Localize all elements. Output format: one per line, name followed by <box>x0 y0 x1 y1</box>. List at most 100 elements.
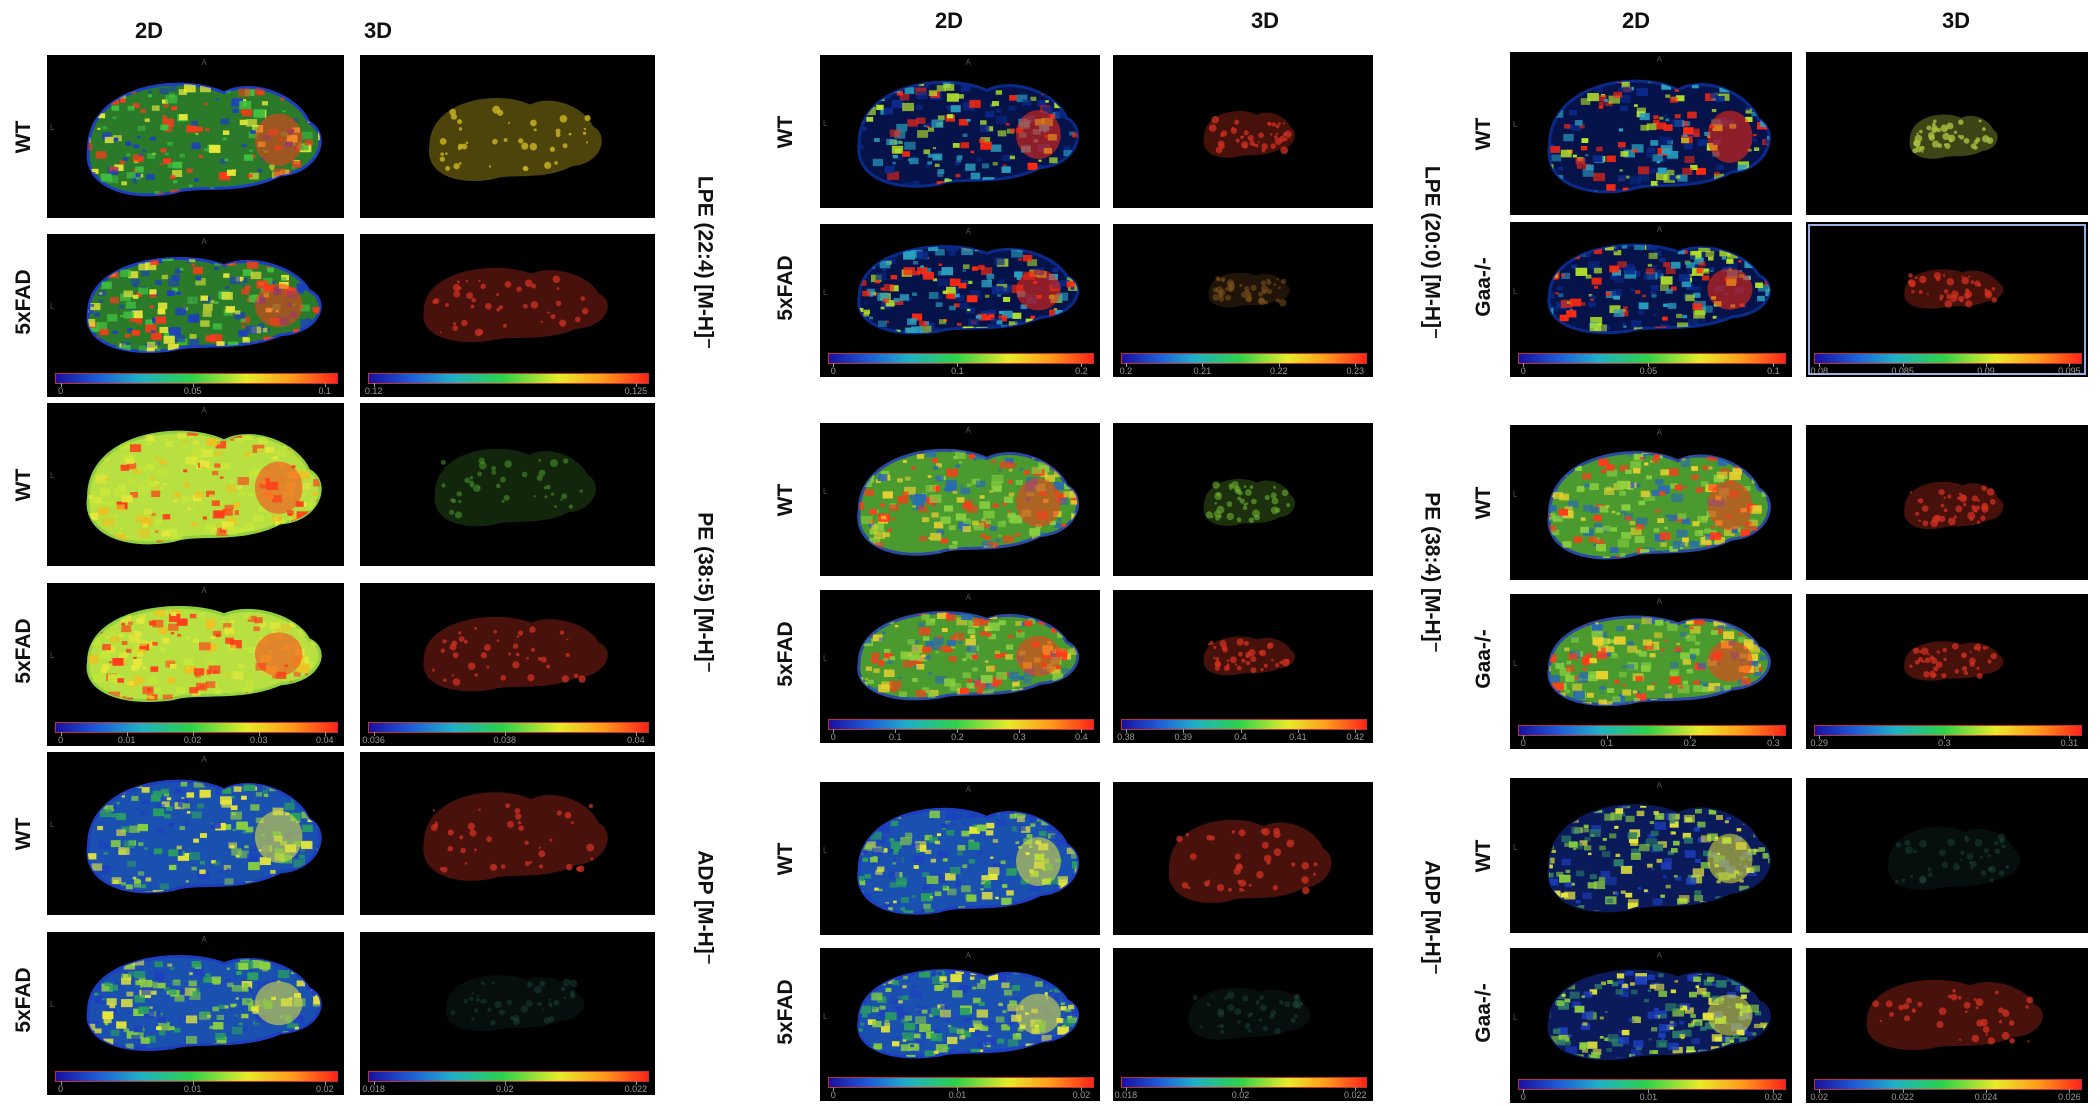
g2-r5-2d-colorbar-tickmark <box>1523 1089 1525 1093</box>
g1-r1-3d-colorbar-tickmark <box>1355 363 1357 367</box>
g0-r3-2d-colorbar-tick-label: 0.03 <box>249 735 268 745</box>
g1-r5-3d-colorbar-tickmark <box>1125 1087 1127 1091</box>
g0-r1-3d-panel: 0.12 0.125 <box>360 234 655 397</box>
g0-molecule-label-pe: PE (38:5) [M-H]⁻ <box>693 512 717 673</box>
g0-r5-3d-colorbar-tickmark <box>635 1081 637 1085</box>
g2-r3-2d-colorbar-tickmark <box>1523 735 1525 739</box>
g1-r1-2d-orientation-a: A <box>965 227 971 236</box>
g0-r1-3d-colorbar-tick-label: 0.12 <box>364 386 383 396</box>
g2-r5-genotype-label: Gaa-/- <box>1472 983 1495 1043</box>
g0-r3-3d-volume-shape <box>423 616 608 692</box>
g1-r5-3d-colorbar-tickmark <box>1240 1087 1242 1091</box>
g0-r5-3d-colorbar <box>368 1071 649 1082</box>
g2-r1-3d-volume-render <box>1904 269 2004 309</box>
g2-r0-genotype-label: WT <box>1472 117 1495 150</box>
g2-r3-3d-colorbar-tickmark <box>1944 735 1946 739</box>
g2-r1-2d-colorbar-tickmark <box>1773 363 1775 367</box>
g1-r4-2d-orientation-a: A <box>965 785 971 794</box>
g0-r0-2d-intensity-pixels <box>88 84 321 195</box>
g0-r2-2d-orientation-l: L <box>50 471 55 481</box>
g2-r3-2d-colorbar-tick-label: 0 <box>1520 738 1526 748</box>
g0-r3-genotype-label: 5xFAD <box>12 618 35 685</box>
g1-r3-2d-colorbar <box>828 719 1094 730</box>
g2-molecule-label-lpe: LPE (20:0) [M-H]⁻ <box>1420 165 1444 340</box>
g2-r3-3d-volume-render <box>1904 641 2004 681</box>
g2-r1-3d-colorbar-tick-label: 0.085 <box>1891 366 1914 376</box>
g1-r5-3d-colorbar-tickmark <box>1355 1087 1357 1091</box>
g2-r3-3d-colorbar-tickmark <box>2069 735 2071 739</box>
g0-r2-2d-orientation-a: A <box>201 406 207 415</box>
g1-r5-2d-orientation-l: L <box>823 1012 828 1022</box>
g1-r5-3d-colorbar <box>1121 1077 1367 1088</box>
g1-r5-3d-colorbar-tick-label: 0.018 <box>1114 1090 1138 1100</box>
g2-col-2d-header: 2D <box>1621 8 1651 33</box>
g0-r4-2d-orientation-l: L <box>50 820 55 830</box>
g2-r1-3d-colorbar-tickmark <box>1986 363 1987 367</box>
g0-r5-2d-orientation-a: A <box>201 935 207 944</box>
g2-r3-3d-colorbar-tick-label: 0.3 <box>1938 738 1951 748</box>
g2-r2-3d-volume-shape <box>1904 481 2004 530</box>
g1-r2-genotype-label: WT <box>774 483 797 516</box>
g0-r0-3d-volume-shape <box>428 98 602 182</box>
g0-r3-2d-colorbar-tick-label: 0.02 <box>183 735 202 745</box>
g0-r1-2d-colorbar-tickmark <box>192 383 194 387</box>
g2-r0-2d-orientation-a: A <box>1656 55 1662 64</box>
g2-r3-2d-colorbar <box>1518 725 1786 736</box>
g2-r3-2d-panel: A L 0 0.1 0.2 0.3 <box>1510 594 1792 749</box>
g0-r1-2d-panel: A L 0 0.05 0.1 <box>47 234 344 397</box>
g2-r3-3d-panel: 0.29 0.3 0.31 <box>1806 594 2088 749</box>
g2-r0-2d-brain-section <box>1547 79 1771 194</box>
g2-r3-2d-colorbar-tickmark <box>1690 735 1691 739</box>
g0-r0-2d-brain-section <box>86 82 322 197</box>
g1-r1-genotype-label: 5xFAD <box>774 255 797 321</box>
g1-r5-2d-colorbar-tickmark <box>957 1087 959 1091</box>
g2-r5-3d-colorbar-tickmark <box>1819 1089 1821 1093</box>
g2-r5-3d-panel: 0.02 0.022 0.024 0.026 <box>1806 948 2088 1103</box>
g2-r1-2d-colorbar <box>1518 353 1786 364</box>
g2-r1-3d-panel: 0.08 0.085 0.09 0.095 <box>1806 222 2088 377</box>
g0-r5-3d-colorbar-tickmark <box>373 1081 375 1085</box>
g2-r1-3d-colorbar <box>1814 353 2082 364</box>
g2-r0-3d-panel <box>1806 52 2088 215</box>
g1-r5-2d-colorbar-tick-label: 0.01 <box>948 1090 967 1100</box>
g2-r3-2d-colorbar-tick-label: 0.1 <box>1600 738 1613 748</box>
g1-r4-3d-panel <box>1113 782 1373 935</box>
g0-r3-3d-colorbar-tickmark <box>504 732 506 736</box>
g2-r1-2d-orientation-l: L <box>1513 287 1518 297</box>
g1-r5-genotype-label: 5xFAD <box>774 979 797 1045</box>
g1-r2-2d-orientation-l: L <box>823 487 828 497</box>
g0-r2-2d-brain-section <box>86 430 322 545</box>
g0-r5-3d-volume-shape <box>445 975 585 1032</box>
g2-r5-2d-colorbar-tick-label: 0.01 <box>1639 1092 1658 1102</box>
g1-r5-2d-colorbar-tick-label: 0.02 <box>1072 1090 1091 1100</box>
g0-r3-2d-panel: A L 0 0.01 0.02 0.03 0.04 <box>47 583 344 746</box>
g2-r1-3d-colorbar-tick-label: 0.09 <box>1977 366 1995 376</box>
g2-r5-2d-brain-section <box>1547 969 1771 1061</box>
g1-r2-2d-orientation-a: A <box>965 426 971 435</box>
g1-r4-3d-volume-render <box>1168 819 1332 903</box>
g0-r3-3d-colorbar <box>368 722 649 733</box>
g0-r3-2d-colorbar-tick-label: 0.01 <box>117 735 136 745</box>
g1-r3-3d-colorbar-tick-label: 0.39 <box>1174 732 1192 742</box>
g1-r5-2d-panel: A L 0 0.01 0.02 <box>820 948 1100 1101</box>
g1-r3-3d-colorbar-tick-label: 0.4 <box>1234 732 1247 742</box>
g2-r3-2d-intensity-pixels <box>1548 617 1770 705</box>
g0-r3-3d-colorbar-tickmark <box>373 732 375 736</box>
g0-r3-2d-colorbar <box>55 722 338 733</box>
g1-r0-2d-orientation-a: A <box>965 58 971 67</box>
g2-r5-2d-panel: A L 0 0.01 0.02 <box>1510 948 1792 1103</box>
g2-r5-2d-orientation-l: L <box>1513 1013 1518 1023</box>
g1-r0-2d-brain-section <box>857 80 1079 188</box>
g1-r3-3d-colorbar-tick-label: 0.41 <box>1289 732 1307 742</box>
g2-r1-3d-colorbar-tickmark <box>1902 363 1904 367</box>
g0-r2-genotype-label: WT <box>12 468 35 501</box>
g1-r3-genotype-label: 5xFAD <box>774 621 797 687</box>
g1-r3-2d-colorbar-tickmark <box>1081 729 1083 733</box>
g1-r1-2d-colorbar-tick-label: 0.1 <box>951 366 964 376</box>
g0-r1-2d-colorbar-tickmark <box>324 383 326 387</box>
g1-r5-3d-volume-render <box>1188 988 1311 1040</box>
g0-r0-3d-panel <box>360 55 655 218</box>
